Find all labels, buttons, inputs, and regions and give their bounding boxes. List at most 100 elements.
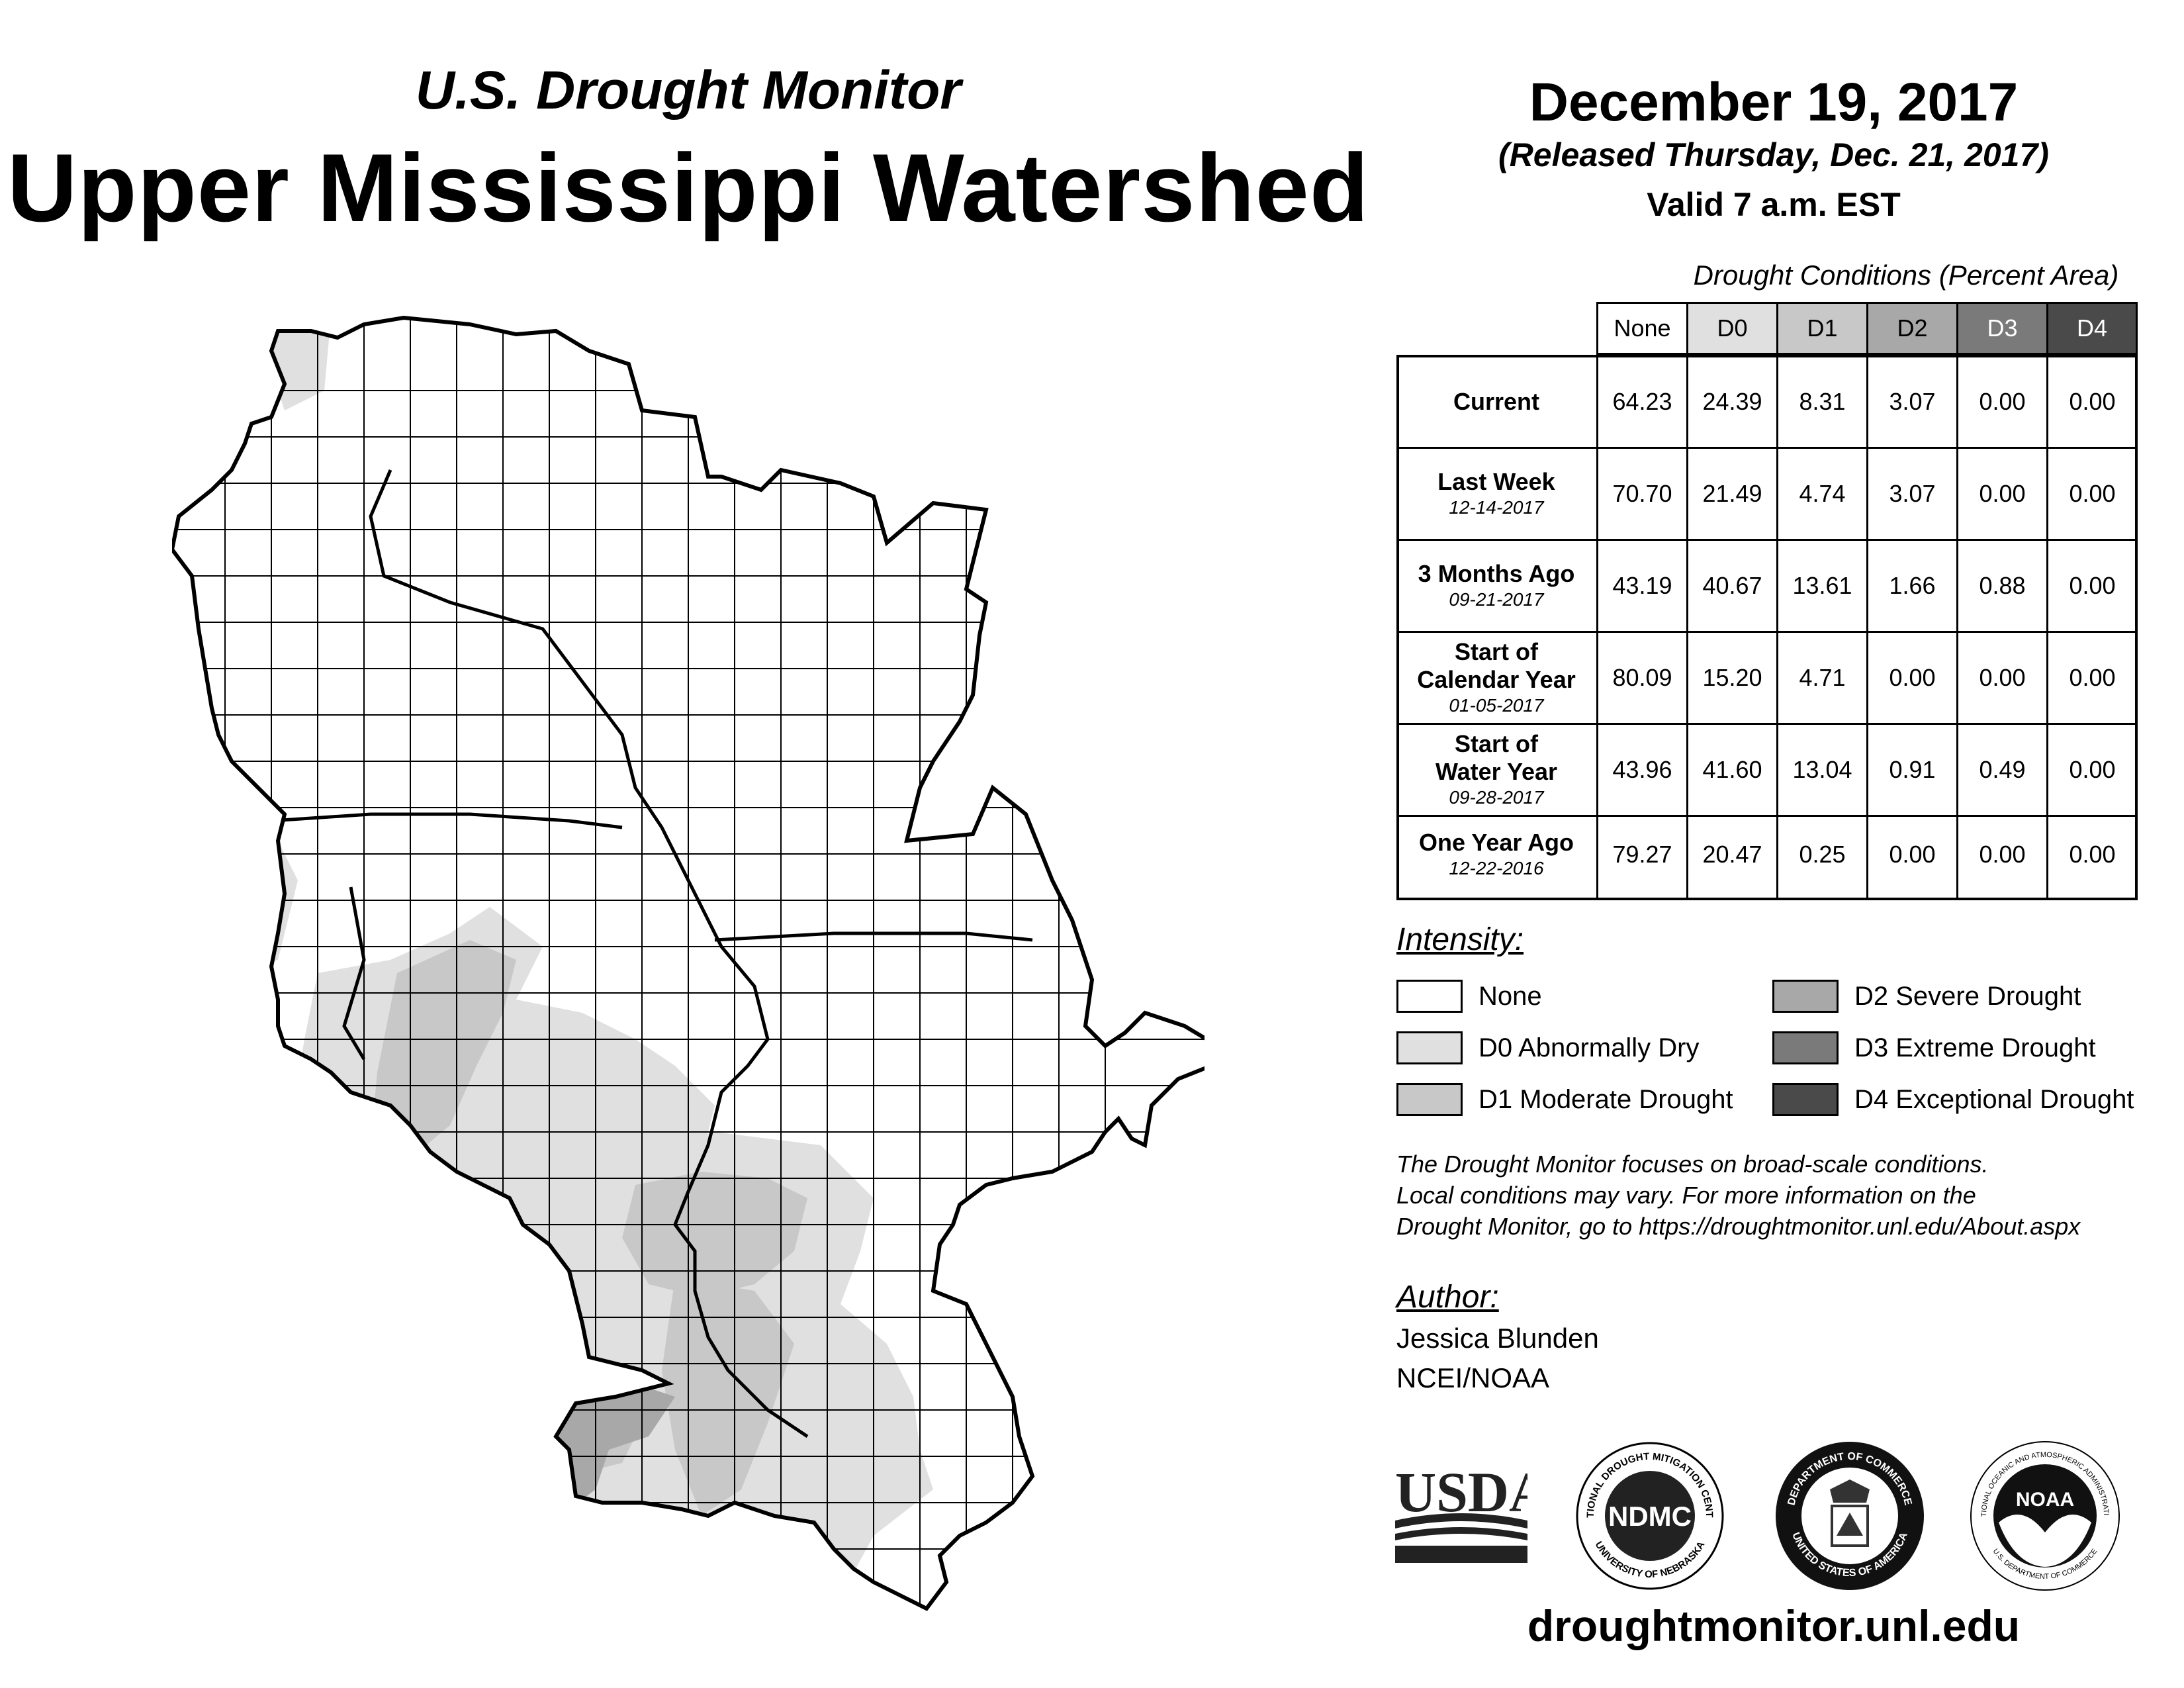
cell-d3: 0.00 <box>1956 449 2046 539</box>
note-line: Local conditions may vary. For more info… <box>1396 1182 1976 1209</box>
cell-d1: 13.04 <box>1776 725 1866 815</box>
table-row-start-of-water-year: Start of Water Year 09-28-2017 43.96 41.… <box>1396 725 2138 815</box>
table-caption: Drought Conditions (Percent Area) <box>1693 259 2119 291</box>
row-divider <box>1396 815 2138 817</box>
map-date: December 19, 2017 <box>1529 72 2019 132</box>
row-label-cell: Start of Water Year 09-28-2017 <box>1396 725 1596 815</box>
table-row-start-of-calendar-year: Start of Calendar Year 01-05-2017 80.09 … <box>1396 633 2138 723</box>
ndmc-logo-text: NDMC <box>1608 1501 1692 1532</box>
legend-label: D2 Severe Drought <box>1854 981 2081 1011</box>
cell-d0: 20.47 <box>1686 812 1776 898</box>
cell-none: 70.70 <box>1596 449 1686 539</box>
cell-d4: 0.00 <box>2046 541 2136 631</box>
legend-title: Intensity: <box>1396 922 1524 957</box>
cell-d0: 40.67 <box>1686 541 1776 631</box>
cell-d3: 0.49 <box>1956 725 2046 815</box>
drought-map <box>172 315 1205 1611</box>
legend-item-d3: D3 Extreme Drought <box>1772 1030 2096 1066</box>
legend-item-d2: D2 Severe Drought <box>1772 978 2081 1014</box>
legend-item-d0: D0 Abnormally Dry <box>1396 1030 1699 1066</box>
cell-d0: 24.39 <box>1686 357 1776 447</box>
department-of-commerce-seal: DEPARTMENT OF COMMERCE UNITED STATES OF … <box>1776 1442 1924 1590</box>
legend-swatch <box>1772 980 1839 1013</box>
legend-swatch <box>1772 1031 1839 1064</box>
row-date: 09-21-2017 <box>1449 589 1544 610</box>
row-divider <box>1396 631 2138 633</box>
cell-d1: 4.71 <box>1776 633 1866 723</box>
cell-d1: 13.61 <box>1776 541 1866 631</box>
row-label-cell: Current <box>1396 357 1596 447</box>
legend-item-none: None <box>1396 978 1542 1014</box>
watershed-outline <box>172 315 1205 1611</box>
cell-d1: 4.74 <box>1776 449 1866 539</box>
legend-swatch <box>1772 1083 1839 1116</box>
row-label: 3 Months Ago <box>1418 560 1575 587</box>
map-title: Upper Mississippi Watershed <box>7 134 1369 242</box>
cell-none: 43.19 <box>1596 541 1686 631</box>
table-row-one-year-ago: One Year Ago 12-22-2016 79.27 20.47 0.25… <box>1396 812 2138 898</box>
cell-d3: 0.00 <box>1956 633 2046 723</box>
row-label: Start of Water Year <box>1435 730 1558 785</box>
row-date: 09-28-2017 <box>1449 787 1544 808</box>
noaa-logo-text: NOAA <box>2016 1489 2074 1511</box>
cell-d0: 21.49 <box>1686 449 1776 539</box>
usda-logo: USDA <box>1395 1460 1527 1563</box>
legend-item-d4: D4 Exceptional Drought <box>1772 1082 2134 1117</box>
super-title: U.S. Drought Monitor <box>415 60 962 120</box>
legend-label: D3 Extreme Drought <box>1854 1033 2096 1062</box>
cell-none: 64.23 <box>1596 357 1686 447</box>
note-line: Drought Monitor, go to https://droughtmo… <box>1396 1213 2081 1240</box>
col-header-d1: D1 <box>1776 302 1868 355</box>
table-row-current: Current 64.23 24.39 8.31 3.07 0.00 0.00 <box>1396 357 2138 447</box>
row-label: Current <box>1453 388 1539 415</box>
table-body-frame <box>1396 355 2138 900</box>
author-org: NCEI/NOAA <box>1396 1362 1550 1393</box>
row-label: Start of Calendar Year <box>1417 638 1576 693</box>
cell-d4: 0.00 <box>2046 449 2136 539</box>
cell-none: 79.27 <box>1596 812 1686 898</box>
legend-label: None <box>1479 981 1542 1011</box>
cell-d4: 0.00 <box>2046 725 2136 815</box>
note-line: The Drought Monitor focuses on broad-sca… <box>1396 1150 1989 1178</box>
row-date: 12-22-2016 <box>1449 858 1544 878</box>
row-divider <box>1396 723 2138 725</box>
legend-item-d1: D1 Moderate Drought <box>1396 1082 1733 1117</box>
noaa-logo: NATIONAL OCEANIC AND ATMOSPHERIC ADMINIS… <box>1969 1440 2120 1591</box>
website-url: droughtmonitor.unl.edu <box>1527 1601 2021 1650</box>
row-label-cell: One Year Ago 12-22-2016 <box>1396 812 1596 898</box>
cell-d3: 0.88 <box>1956 541 2046 631</box>
cell-d2: 3.07 <box>1866 449 1956 539</box>
row-date: 12-14-2017 <box>1449 497 1544 518</box>
cell-none: 43.96 <box>1596 725 1686 815</box>
legend-swatch <box>1396 1083 1463 1116</box>
cell-d0: 15.20 <box>1686 633 1776 723</box>
cell-d4: 0.00 <box>2046 633 2136 723</box>
row-label-cell: Last Week 12-14-2017 <box>1396 449 1596 539</box>
cell-d2: 0.00 <box>1866 812 1956 898</box>
legend-label: D0 Abnormally Dry <box>1479 1033 1700 1062</box>
table-row-last-week: Last Week 12-14-2017 70.70 21.49 4.74 3.… <box>1396 449 2138 539</box>
cell-d4: 0.00 <box>2046 357 2136 447</box>
row-divider <box>1396 447 2138 449</box>
cell-d2: 1.66 <box>1866 541 1956 631</box>
cell-d0: 41.60 <box>1686 725 1776 815</box>
row-label-cell: 3 Months Ago 09-21-2017 <box>1396 541 1596 631</box>
legend-swatch <box>1396 980 1463 1013</box>
col-header-d3: D3 <box>1956 302 2048 355</box>
author-title: Author: <box>1396 1280 1499 1315</box>
cell-d3: 0.00 <box>1956 812 2046 898</box>
release-date: (Released Thursday, Dec. 21, 2017) <box>1498 136 2049 173</box>
legend-label: D4 Exceptional Drought <box>1854 1084 2134 1114</box>
cell-d4: 0.00 <box>2046 812 2136 898</box>
cell-none: 80.09 <box>1596 633 1686 723</box>
row-date: 01-05-2017 <box>1449 695 1544 716</box>
row-label-cell: Start of Calendar Year 01-05-2017 <box>1396 633 1596 723</box>
cell-d1: 8.31 <box>1776 357 1866 447</box>
col-header-d4: D4 <box>2046 302 2138 355</box>
row-divider <box>1396 539 2138 541</box>
valid-time: Valid 7 a.m. EST <box>1647 186 1901 223</box>
row-label: Last Week <box>1437 468 1555 495</box>
cell-d2: 0.91 <box>1866 725 1956 815</box>
cell-d3: 0.00 <box>1956 357 2046 447</box>
disclaimer-note: The Drought Monitor focuses on broad-sca… <box>1396 1149 2164 1242</box>
